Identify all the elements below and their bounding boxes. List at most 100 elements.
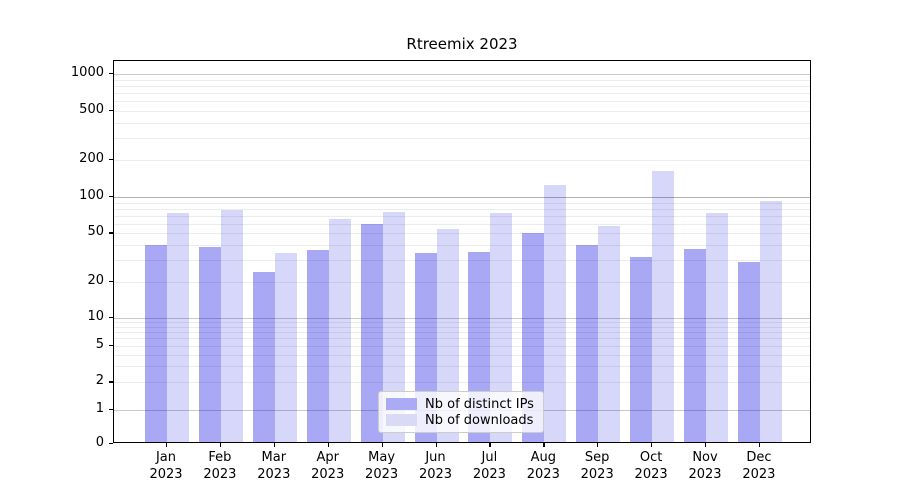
xtick-label-aug: Aug 2023	[526, 450, 560, 482]
xtick-label-nov: Nov 2023	[688, 450, 722, 482]
legend-label-distinct-ips: Nb of distinct IPs	[425, 396, 534, 412]
gridline-9	[114, 322, 810, 324]
xtick-mark	[651, 443, 653, 447]
ytick-mark	[109, 381, 113, 383]
bar-ips-aug-2023	[522, 232, 545, 442]
bar-dl-dec-2023	[759, 200, 782, 442]
ytick-mark	[109, 409, 113, 411]
xtick-label-jun: Jun 2023	[418, 450, 453, 482]
ytick-label-1: 1	[95, 401, 104, 416]
plot-area	[113, 60, 811, 443]
ytick-label-10: 10	[87, 309, 104, 324]
bar-dl-oct-2023	[652, 170, 675, 442]
ytick-label-0: 0	[95, 435, 104, 450]
gridline-60	[114, 223, 810, 225]
bar-dl-jan-2023	[167, 213, 189, 442]
gridline-40	[114, 245, 810, 247]
gridline-5	[114, 345, 810, 347]
gridline-400	[114, 122, 810, 124]
legend-swatch-downloads-icon	[386, 414, 417, 426]
bar-dl-may-2023	[382, 212, 405, 442]
xtick-label-dec: Dec 2023	[742, 450, 776, 482]
ytick-mark	[109, 73, 113, 75]
ytick-label-500: 500	[79, 102, 104, 117]
gridline-7	[114, 332, 810, 334]
bar-dl-jun-2023	[436, 229, 459, 442]
ytick-label-100: 100	[79, 188, 104, 203]
gridline-100	[114, 197, 810, 198]
xtick-label-oct: Oct 2023	[634, 450, 668, 482]
xtick-mark	[489, 443, 491, 447]
ytick-mark	[109, 110, 113, 112]
ytick-label-5: 5	[95, 336, 104, 352]
ytick-mark	[109, 280, 113, 282]
gridline-600	[114, 101, 810, 103]
gridline-2	[114, 382, 810, 384]
bar-dl-jul-2023	[490, 213, 513, 442]
xtick-mark	[166, 443, 168, 447]
xtick-mark	[219, 443, 222, 447]
gridline-6	[114, 338, 810, 340]
xtick-label-apr: Apr 2023	[311, 450, 345, 482]
legend: Nb of distinct IPs Nb of downloads	[378, 391, 544, 433]
xtick-label-sep: Sep 2023	[580, 450, 614, 482]
gridline-300	[114, 138, 810, 140]
ytick-label-2: 2	[95, 373, 104, 389]
xtick-mark	[705, 443, 707, 447]
gridline-90	[114, 202, 810, 204]
gridline-3	[114, 366, 810, 368]
xtick-mark	[381, 443, 383, 447]
bar-ips-jan-2023	[145, 244, 167, 442]
xtick-label-jan: Jan 2023	[149, 450, 183, 482]
ytick-mark	[109, 443, 113, 445]
xtick-label-feb: Feb 2023	[203, 450, 237, 482]
gridline-800	[114, 85, 810, 87]
gridline-8	[114, 326, 810, 328]
ytick-label-50: 50	[87, 224, 104, 240]
xtick-mark	[435, 443, 437, 447]
bar-dl-sep-2023	[598, 226, 621, 442]
ytick-mark	[109, 196, 113, 198]
xtick-mark	[327, 443, 329, 447]
ytick-label-1000: 1000	[70, 65, 104, 80]
gridline-70	[114, 215, 810, 217]
gridline-900	[114, 79, 810, 81]
ytick-label-200: 200	[79, 151, 104, 166]
bar-dl-mar-2023	[274, 253, 297, 442]
legend-swatch-ips-icon	[386, 398, 417, 410]
gridline-700	[114, 93, 810, 95]
bar-ips-nov-2023	[684, 248, 706, 442]
bar-ips-may-2023	[360, 223, 383, 442]
bar-ips-mar-2023	[252, 272, 275, 442]
xtick-mark	[273, 443, 276, 447]
xtick-mark	[597, 443, 599, 447]
gridline-200	[114, 160, 810, 161]
xtick-mark	[758, 443, 761, 447]
ytick-mark	[109, 159, 113, 161]
ytick-mark	[109, 344, 113, 346]
gridline-30	[114, 260, 810, 262]
bar-dl-aug-2023	[544, 185, 567, 442]
ytick-label-20: 20	[87, 272, 104, 288]
legend-item-downloads: Nb of downloads	[386, 412, 536, 428]
bar-ips-dec-2023	[737, 261, 760, 442]
xtick-label-may: May 2023	[365, 450, 399, 482]
chart-title: Rtreemix 2023	[406, 35, 518, 53]
gridline-20	[114, 281, 810, 283]
legend-label-downloads: Nb of downloads	[425, 412, 534, 428]
bar-ips-oct-2023	[630, 256, 653, 442]
bar-ips-apr-2023	[306, 250, 329, 442]
bar-ips-sep-2023	[576, 244, 599, 442]
gridline-10	[114, 318, 810, 319]
bar-ips-feb-2023	[198, 247, 221, 442]
gridline-500	[114, 111, 810, 112]
gridline-1000	[114, 74, 810, 75]
bar-dl-apr-2023	[328, 218, 351, 442]
legend-item-distinct-ips: Nb of distinct IPs	[386, 396, 536, 412]
gridline-50	[114, 233, 810, 235]
bar-dl-nov-2023	[706, 213, 728, 442]
ytick-mark	[109, 317, 113, 319]
bar-dl-feb-2023	[220, 210, 243, 442]
gridline-80	[114, 208, 810, 210]
